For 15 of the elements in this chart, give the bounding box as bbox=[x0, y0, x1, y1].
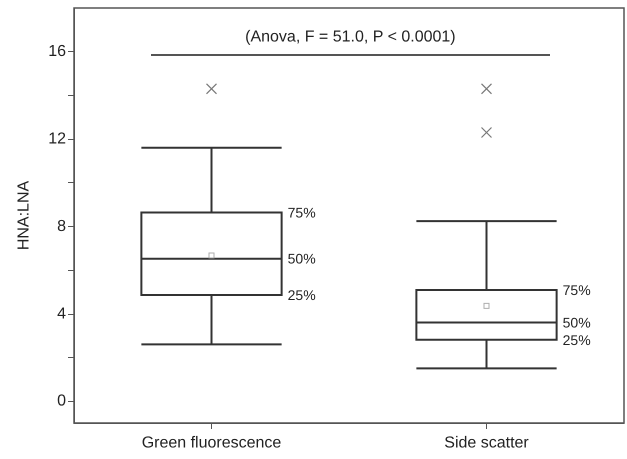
y-axis-title: HNA:LNA bbox=[16, 180, 32, 250]
annotation: (Anova, F = 51.0, P < 0.0001) bbox=[245, 28, 456, 46]
annotation: 75% bbox=[288, 204, 316, 220]
annotation: 25% bbox=[562, 332, 591, 348]
y-tick-label: 4 bbox=[57, 305, 66, 322]
y-tick-label: 16 bbox=[48, 43, 66, 60]
annotation: 75% bbox=[562, 282, 591, 298]
y-tick-label: 12 bbox=[48, 130, 66, 148]
annotation: 25% bbox=[288, 287, 316, 304]
x-tick-label: Green fluorescence bbox=[142, 434, 282, 452]
annotation: 50% bbox=[288, 250, 316, 267]
annotation: 50% bbox=[562, 314, 591, 331]
x-tick-label: Side scatter bbox=[444, 434, 530, 452]
y-tick-label: 0 bbox=[57, 392, 66, 410]
y-tick-label: 8 bbox=[57, 218, 66, 235]
